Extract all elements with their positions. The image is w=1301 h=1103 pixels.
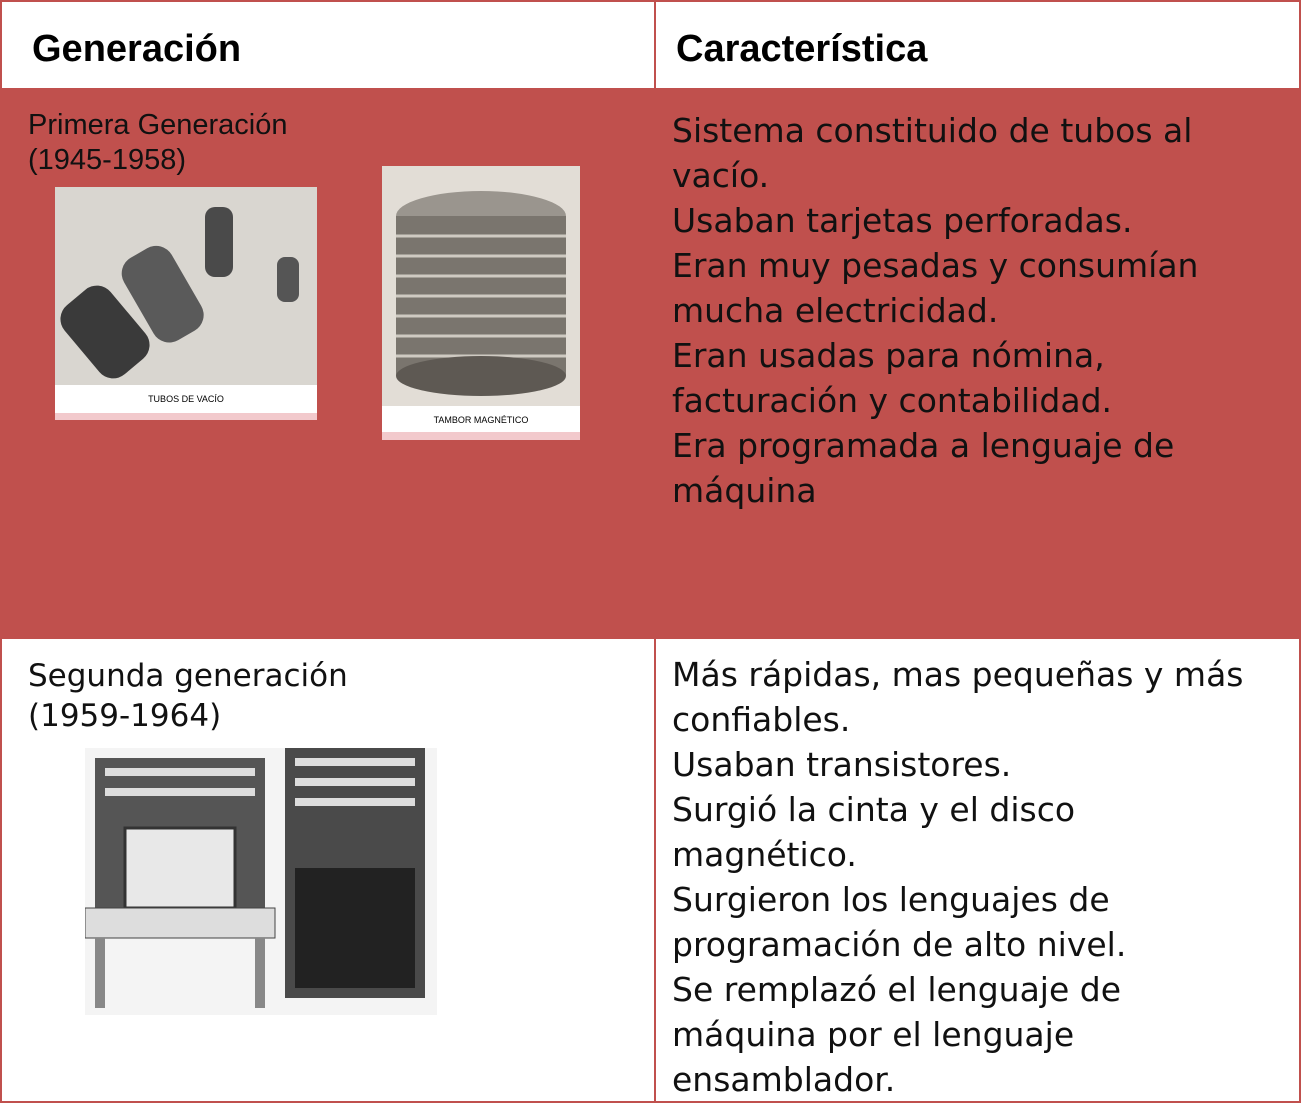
generation-text: Primera Generación bbox=[28, 109, 288, 141]
characteristic-line: vacío. bbox=[672, 156, 770, 195]
characteristic-line: Se remplazó el lenguaje de bbox=[672, 970, 1122, 1009]
characteristic-line: Surgieron los lenguajes de bbox=[672, 880, 1110, 919]
header-cell: Generación bbox=[0, 0, 656, 90]
image-caption: TAMBOR MAGNÉTICO bbox=[434, 415, 529, 425]
characteristic-line: Eran muy pesadas y consumían bbox=[672, 246, 1199, 285]
image-tubes: TUBOS DE VACÍO bbox=[55, 187, 317, 420]
characteristic-line: ensamblador. bbox=[672, 1060, 896, 1099]
generation-text: Segunda generación bbox=[28, 658, 348, 694]
characteristic-line: facturación y contabilidad. bbox=[672, 381, 1113, 420]
characteristic-line: máquina bbox=[672, 471, 817, 510]
characteristic-line: programación de alto nivel. bbox=[672, 925, 1127, 964]
characteristic-line: Surgió la cinta y el disco bbox=[672, 790, 1076, 829]
characteristic-line: Más rápidas, mas pequeñas y más bbox=[672, 655, 1244, 694]
characteristic-line: Usaban tarjetas perforadas. bbox=[672, 201, 1133, 240]
characteristic-line: Usaban transistores. bbox=[672, 745, 1012, 784]
characteristic-line: confiables. bbox=[672, 700, 851, 739]
characteristic-line: Era programada a lenguaje de bbox=[672, 426, 1175, 465]
image-drum: TAMBOR MAGNÉTICO bbox=[382, 166, 580, 440]
characteristic-line: máquina por el lenguaje bbox=[672, 1015, 1075, 1054]
header-text: Generación bbox=[32, 28, 242, 70]
characteristic-line: Sistema constituido de tubos al bbox=[672, 111, 1193, 150]
characteristic-line: Eran usadas para nómina, bbox=[672, 336, 1105, 375]
characteristic-line: magnético. bbox=[672, 835, 857, 874]
row-2-cell bbox=[654, 637, 1301, 1103]
generation-text: (1945-1958) bbox=[28, 144, 186, 176]
characteristic-line: mucha electricidad. bbox=[672, 291, 999, 330]
generation-text: (1959-1964) bbox=[28, 698, 222, 734]
header-cell: Característica bbox=[654, 0, 1301, 90]
header-text: Característica bbox=[676, 28, 928, 70]
image-computer bbox=[85, 748, 437, 1015]
image-caption: TUBOS DE VACÍO bbox=[148, 394, 224, 404]
